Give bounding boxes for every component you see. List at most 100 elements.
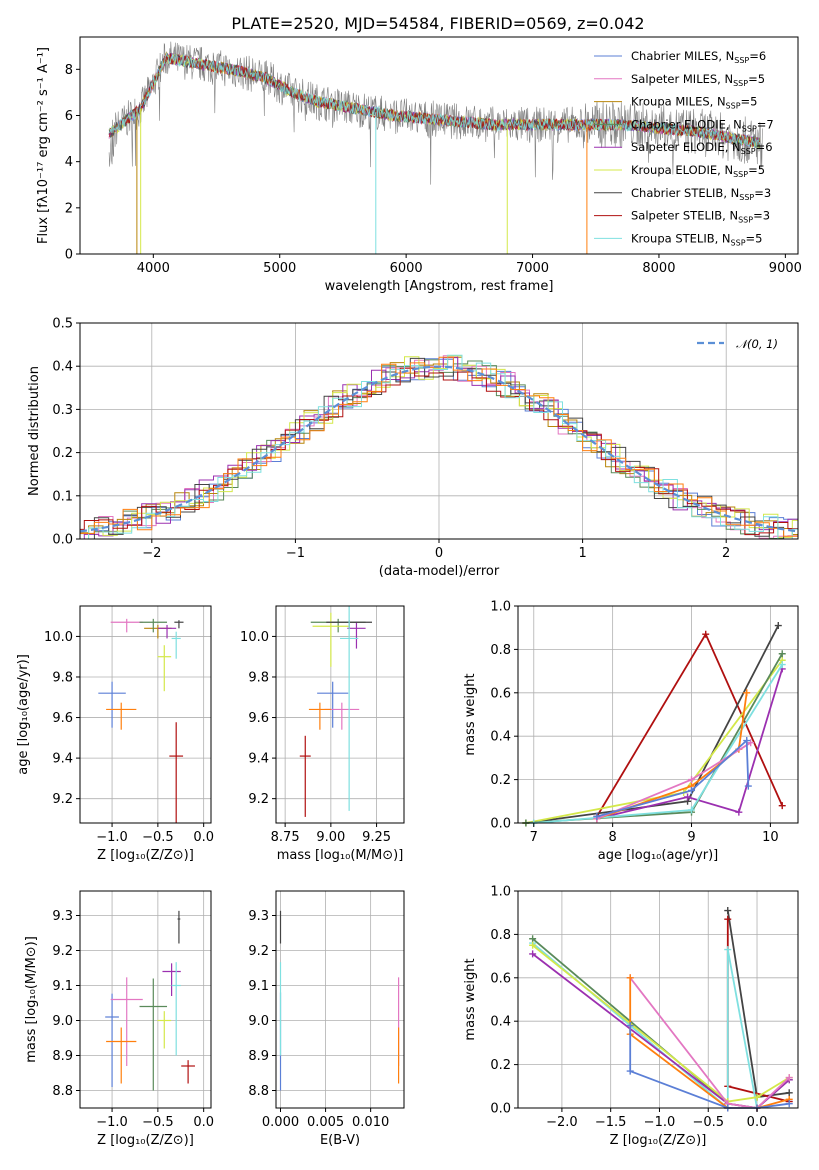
weight-marker xyxy=(743,737,751,745)
y-tick-label: 9.4 xyxy=(52,752,73,767)
x-tick-label: 10 xyxy=(762,830,779,845)
y-tick-label: 0.1 xyxy=(52,489,73,504)
x-tick-label: 0 xyxy=(435,546,443,561)
y-tick-label: 0.4 xyxy=(490,730,511,745)
y-axis-label: mass weight xyxy=(463,958,478,1040)
y-tick-label: 0.3 xyxy=(52,403,73,418)
mass-age-grid xyxy=(276,606,404,823)
model-spectrum-line xyxy=(108,53,761,148)
x-axis-label: Z [log₁₀(Z/Z⊙)] xyxy=(610,1133,707,1148)
x-tick-label: 0.0 xyxy=(747,1115,768,1130)
weight-marker xyxy=(778,661,786,669)
x-tick-label: 0.010 xyxy=(352,1115,389,1130)
legend-label: 𝒩(0, 1) xyxy=(736,337,778,351)
x-tick-label: 0.005 xyxy=(307,1115,344,1130)
x-tick-label: 7 xyxy=(530,830,538,845)
weight-marker xyxy=(747,739,755,747)
histogram-step xyxy=(80,354,798,539)
x-tick-label: −2 xyxy=(142,546,161,561)
histogram-step xyxy=(80,357,798,539)
mass-age-axes: 8.75 9.00 9.25 9.2 9.4 9.6 9.8 10.0 mass [log₁₀(… xyxy=(240,605,405,863)
weight-marker xyxy=(529,935,537,943)
z-age-axes: −1.0 −0.5 0.0 9.2 9.4 9.6 9.8 10.0 Z [log₁₀(Z/Z⊙… xyxy=(16,605,214,863)
y-tick-label: 9.2 xyxy=(52,792,73,807)
x-axis-label: (data-model)/error xyxy=(379,564,500,579)
y-tick-label: 0.2 xyxy=(490,773,511,788)
y-axis-label: mass weight xyxy=(463,673,478,755)
weight-marker xyxy=(688,806,696,814)
age-weight-lines xyxy=(522,622,786,827)
y-tick-label: 9.0 xyxy=(248,1014,269,1029)
x-tick-label: 6000 xyxy=(390,261,423,276)
y-axis-label: Normed distribution xyxy=(27,366,42,496)
legend-label: Kroupa MILES, NSSP=5 xyxy=(631,95,757,111)
x-tick-label: 8000 xyxy=(642,261,675,276)
weight-marker xyxy=(778,650,786,658)
x-tick-label: 0.0 xyxy=(193,830,214,845)
x-tick-label: −0.5 xyxy=(692,1115,724,1130)
x-axis-label: age [log₁₀(age/yr)] xyxy=(598,848,719,863)
weight-marker xyxy=(688,776,696,784)
z-weight-lines xyxy=(529,907,793,1112)
legend-label: Chabrier STELIB, NSSP=3 xyxy=(631,186,771,202)
legend-label: Salpeter ELODIE, NSSP=6 xyxy=(631,140,773,156)
legend-label: Chabrier MILES, NSSP=6 xyxy=(631,49,766,65)
weight-marker xyxy=(626,1022,634,1030)
weight-marker xyxy=(684,793,692,801)
weight-line xyxy=(596,738,750,818)
x-tick-label: 9.25 xyxy=(362,830,391,845)
spectrum-legend: Chabrier MILES, NSSP=6 Salpeter MILES, NS… xyxy=(594,49,774,247)
histogram-step xyxy=(80,367,798,536)
y-tick-label: 9.2 xyxy=(52,944,73,959)
weight-marker xyxy=(724,915,732,923)
y-tick-label: 0.4 xyxy=(490,1015,511,1030)
x-axis-label: wavelength [Angstrom, rest frame] xyxy=(325,279,554,294)
z-mass-points xyxy=(105,910,195,1091)
weight-line xyxy=(596,668,784,820)
weight-marker xyxy=(688,786,696,794)
histogram-step xyxy=(80,356,798,537)
z-age-grid xyxy=(80,606,211,823)
y-tick-label: 9.1 xyxy=(248,979,269,994)
plot-frame xyxy=(275,605,405,824)
weight-marker xyxy=(626,974,634,982)
y-tick-label: 0.0 xyxy=(490,1102,511,1117)
normal-curve xyxy=(80,365,796,533)
x-tick-label: 0.000 xyxy=(262,1115,299,1130)
x-tick-label: −1.0 xyxy=(644,1115,676,1130)
y-tick-label: 9.2 xyxy=(248,792,269,807)
weight-marker xyxy=(724,907,732,915)
legend-label: Kroupa ELODIE, NSSP=5 xyxy=(631,163,765,179)
legend-label: Kroupa STELIB, NSSP=5 xyxy=(631,231,762,247)
x-tick-label: −2.0 xyxy=(546,1115,578,1130)
y-tick-label: 6 xyxy=(65,109,73,124)
y-tick-label: 0.2 xyxy=(490,1058,511,1073)
y-tick-label: 0.5 xyxy=(52,317,73,332)
x-tick-label: −1.0 xyxy=(96,830,128,845)
x-tick-label: 9000 xyxy=(769,261,802,276)
mass-age-points xyxy=(299,606,372,817)
weight-marker xyxy=(626,1067,634,1075)
x-tick-label: 5000 xyxy=(263,261,296,276)
x-tick-label: 2 xyxy=(722,546,730,561)
plot-frame xyxy=(79,890,212,1109)
y-tick-label: 9.4 xyxy=(248,752,269,767)
weight-marker xyxy=(778,802,786,810)
residual-axes: −2 −1 0 1 2 0.0 0.1 0.2 0.3 0.4 0.5 (data-model)/er… xyxy=(27,317,799,579)
x-tick-label: −0.5 xyxy=(142,830,174,845)
y-tick-label: 1.0 xyxy=(490,600,511,615)
x-tick-label: −1.0 xyxy=(96,1115,128,1130)
legend-label: Salpeter MILES, NSSP=5 xyxy=(631,72,765,88)
weight-marker xyxy=(724,946,732,954)
y-tick-label: 0.4 xyxy=(52,360,73,375)
weight-line xyxy=(596,741,752,820)
age-weight-axes: 7 8 9 10 0.0 0.2 0.4 0.6 0.8 1.0 age [log₁₀(age/yr… xyxy=(463,600,799,863)
y-tick-label: 9.6 xyxy=(52,711,73,726)
z-weight-axes: −2.0 −1.5 −1.0 −0.5 0.0 0.0 0.2 0.4 0.6 0.8 1.0 Z [… xyxy=(463,885,799,1148)
x-axis-label: E(B-V) xyxy=(320,1133,360,1148)
spectrum-axes: 4000 5000 6000 7000 8000 9000 0 2 4 6 8 wavelength … xyxy=(36,36,802,294)
histogram-step xyxy=(80,356,798,535)
weight-line xyxy=(596,692,748,820)
weight-marker xyxy=(774,622,782,630)
